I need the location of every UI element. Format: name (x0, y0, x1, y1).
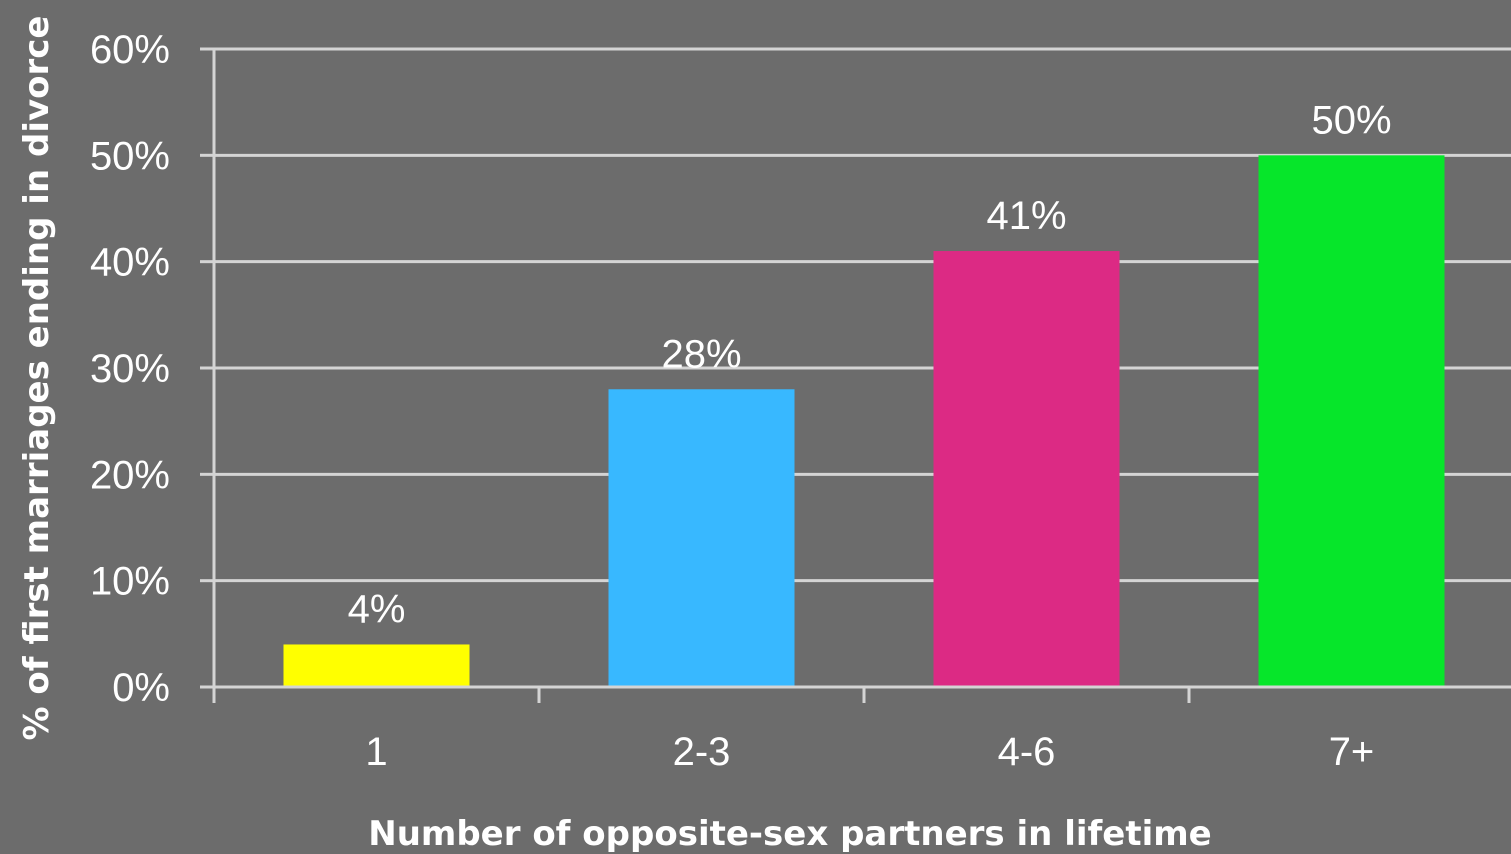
x-tick-label: 2-3 (673, 730, 731, 774)
y-tick-label: 50% (90, 134, 170, 178)
x-tick-label: 7+ (1329, 730, 1375, 774)
y-axis-title: % of first marriages ending in divorce (17, 16, 57, 741)
bar (1258, 155, 1445, 688)
x-axis-title: Number of opposite-sex partners in lifet… (368, 814, 1212, 854)
data-labels: 4% 28% 41% 50% (348, 98, 1392, 631)
y-tick-label: 30% (90, 347, 170, 391)
x-tick-label: 1 (365, 730, 387, 774)
y-tick-label: 40% (90, 241, 170, 285)
x-tick-labels: 1 2-3 4-6 7+ (365, 730, 1374, 774)
data-label: 4% (348, 587, 406, 631)
y-tick-label: 10% (90, 560, 170, 604)
bar (608, 389, 795, 687)
y-tick-labels: 0% 10% 20% 30% 40% 50% 60% (90, 28, 170, 710)
y-tick-label: 20% (90, 453, 170, 497)
gridlines (214, 47, 1511, 583)
data-label: 41% (986, 194, 1066, 238)
data-label: 28% (661, 332, 741, 376)
bar (933, 251, 1120, 688)
bars (283, 155, 1445, 688)
data-label: 50% (1311, 98, 1391, 142)
y-tick-label: 60% (90, 28, 170, 72)
y-tick-label: 0% (112, 666, 170, 710)
bar (283, 644, 470, 687)
x-tick-label: 4-6 (998, 730, 1056, 774)
axes (200, 47, 1511, 703)
